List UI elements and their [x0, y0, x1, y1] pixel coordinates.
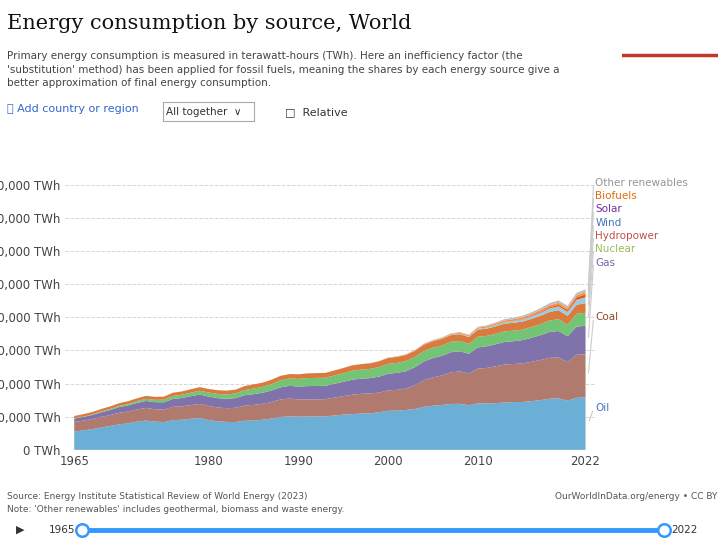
Text: ➕ Add country or region: ➕ Add country or region: [7, 104, 139, 114]
Text: ▶: ▶: [16, 525, 24, 535]
Text: Coal: Coal: [595, 312, 618, 322]
Text: Nuclear: Nuclear: [595, 244, 636, 254]
Text: Our World: Our World: [640, 23, 700, 33]
Text: Gas: Gas: [595, 257, 616, 268]
Text: Note: 'Other renewables' includes geothermal, biomass and waste energy.: Note: 'Other renewables' includes geothe…: [7, 505, 345, 514]
Text: 1965: 1965: [49, 525, 75, 535]
Text: Wind: Wind: [595, 218, 621, 228]
Text: Oil: Oil: [595, 403, 610, 414]
Text: Source: Energy Institute Statistical Review of World Energy (2023): Source: Energy Institute Statistical Rev…: [7, 492, 307, 501]
Text: OurWorldInData.org/energy • CC BY: OurWorldInData.org/energy • CC BY: [555, 492, 718, 501]
Text: 2022: 2022: [671, 525, 698, 535]
Text: Other renewables: Other renewables: [595, 178, 688, 188]
Text: Energy consumption by source, World: Energy consumption by source, World: [7, 14, 412, 33]
Text: Biofuels: Biofuels: [595, 191, 637, 201]
Text: Hydropower: Hydropower: [595, 231, 658, 241]
Text: □  Relative: □ Relative: [285, 107, 347, 117]
Text: Primary energy consumption is measured in terawatt-hours (TWh). Here an ineffici: Primary energy consumption is measured i…: [7, 51, 560, 88]
Text: All together  ∨: All together ∨: [166, 107, 241, 117]
Text: in Data: in Data: [649, 37, 691, 47]
Text: Solar: Solar: [595, 204, 622, 215]
